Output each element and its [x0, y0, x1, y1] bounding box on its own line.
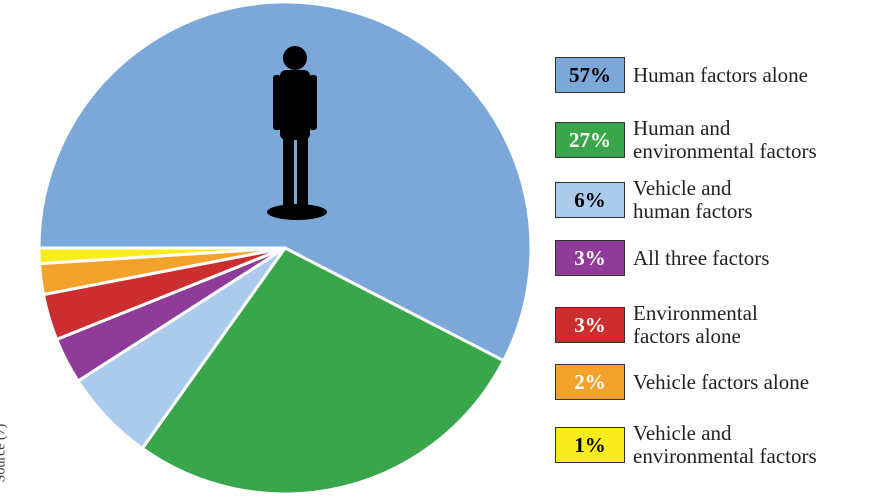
legend-label: Vehicle factors alone — [633, 369, 810, 394]
legend-value: 57% — [555, 57, 625, 93]
legend-label: All three factors — [633, 245, 770, 270]
source-note: Source (7) — [0, 423, 9, 483]
legend-label: Vehicle and environmental factors — [633, 421, 817, 468]
person-illustration — [267, 46, 327, 220]
legend-value: 2% — [555, 364, 625, 400]
legend-entry: 3% All three factors — [555, 240, 769, 276]
legend-label: Environmental factors alone — [633, 301, 758, 348]
legend-value: 1% — [555, 427, 625, 463]
legend-entry: 1% Vehicle and environmental factors — [555, 422, 817, 468]
pie-slice — [140, 246, 506, 496]
legend-value: 3% — [555, 240, 625, 276]
legend-label: Human factors alone — [633, 62, 808, 87]
legend-entry: 57% Human factors alone — [555, 57, 808, 93]
legend-label: Human and environmental factors — [633, 116, 817, 163]
pie-slice — [37, 246, 286, 266]
legend-value: 6% — [555, 182, 625, 218]
chart — [37, 0, 533, 496]
legend-entry: 6% Vehicle and human factors — [555, 177, 753, 223]
legend-label: Vehicle and human factors — [633, 176, 753, 223]
legend-value: 27% — [555, 122, 625, 158]
legend-entry: 3% Environmental factors alone — [555, 302, 758, 348]
legend-value: 3% — [555, 307, 625, 343]
legend-entry: 2% Vehicle factors alone — [555, 364, 809, 400]
legend-entry: 27% Human and environmental factors — [555, 117, 817, 163]
